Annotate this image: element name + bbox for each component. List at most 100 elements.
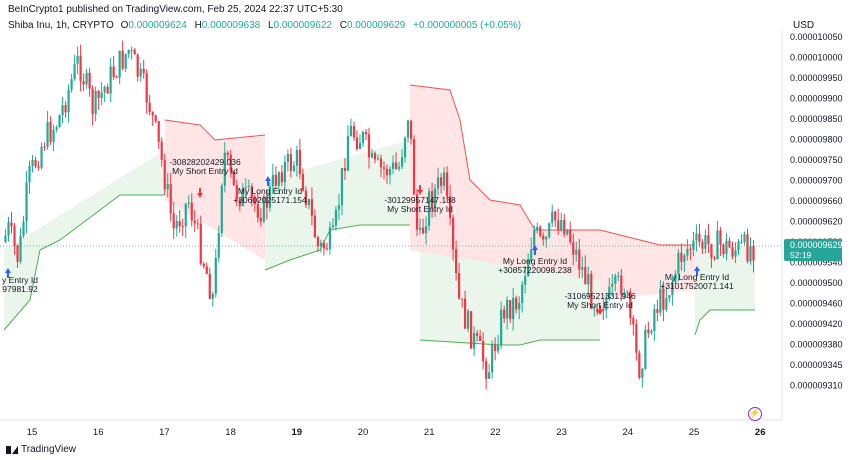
candle-body [154, 115, 157, 122]
candle-body [482, 341, 485, 362]
candle-body [220, 185, 223, 233]
candle-body [340, 168, 344, 206]
candle-body [280, 172, 283, 183]
candle-body [289, 154, 292, 172]
candle-body [488, 372, 491, 379]
time-tick-label: 21 [424, 427, 435, 438]
candle-body [629, 291, 632, 318]
candle-body [235, 185, 238, 200]
open-value: 0.000009624 [128, 20, 187, 31]
candle-body [728, 240, 731, 248]
candle-body [602, 308, 605, 311]
candle-body [334, 209, 338, 226]
price-tick-label: 0.000009345 [790, 360, 843, 370]
short-entry-arrow-icon [597, 305, 603, 315]
candle-body [722, 244, 725, 254]
symbol-name[interactable]: Shiba Inu, 1h, CRYPTO [8, 20, 114, 31]
currency-label[interactable]: USD [793, 20, 815, 31]
candle-body [653, 309, 656, 332]
band-line [694, 309, 755, 336]
candle-body [256, 203, 259, 218]
trade-annotation-label: My Short Entry Id [387, 204, 453, 214]
candle-body [442, 172, 446, 186]
candle-body [127, 50, 130, 55]
candle-body [578, 249, 581, 270]
candle-body [388, 168, 392, 176]
candle-body [70, 79, 73, 90]
candle-body [268, 186, 271, 208]
candle-body [641, 368, 644, 378]
band-line [419, 339, 600, 346]
candle-body [184, 203, 187, 227]
candle-body [479, 335, 482, 342]
candle-body [698, 233, 701, 243]
candle-body [746, 234, 749, 262]
candle-body [196, 223, 199, 225]
candle-body [205, 266, 208, 274]
candle-body [692, 240, 695, 250]
symbol-legend: Shiba Inu, 1h, CRYPTO O0.000009624 H0.00… [8, 20, 521, 31]
candle-body [734, 250, 737, 257]
candle-body [100, 92, 103, 98]
trade-annotation-label: y Entry Id [2, 275, 38, 285]
candle-body [566, 229, 569, 235]
candle-body [476, 333, 479, 336]
time-tick-label: 15 [27, 427, 38, 438]
candle-body [749, 246, 752, 262]
trade-annotation-label: -30828202429.036 [169, 157, 241, 167]
candle-body [109, 66, 112, 94]
candle-body [403, 137, 407, 158]
candle-body [364, 132, 368, 135]
candle-body [427, 191, 431, 227]
candle-body [695, 233, 698, 241]
candle-body [632, 317, 635, 325]
trade-annotation-label: +31017520071.141 [660, 281, 734, 291]
candle-body [458, 273, 461, 299]
trade-annotation-label: My Long Entry Id [503, 256, 568, 266]
candle-body [277, 172, 280, 186]
candle-body [701, 242, 704, 249]
candle-body [118, 50, 121, 78]
candle-body [418, 227, 422, 230]
open-key: O [120, 20, 129, 31]
candle-body [343, 168, 347, 171]
price-tick-label: 0.000010000 [790, 53, 843, 63]
candle-body [139, 68, 142, 77]
candle-body [61, 105, 64, 116]
candle-body [76, 55, 79, 64]
candle-body [683, 255, 686, 262]
candle-body [160, 141, 163, 160]
candle-body [391, 162, 395, 169]
candle-body [626, 291, 629, 293]
candle-body [13, 226, 16, 246]
candle-body [157, 121, 160, 142]
candle-body [500, 309, 503, 346]
entry-band [165, 120, 265, 260]
candle-body [665, 298, 668, 310]
candle-body [199, 223, 202, 264]
change-value: +0.000000005 (+0.05%) [413, 20, 522, 31]
candle-body [430, 191, 434, 208]
candle-body [85, 72, 88, 85]
candle-body [560, 220, 563, 231]
low-key: L [267, 20, 274, 31]
candle-body [572, 242, 575, 255]
candle-body [346, 136, 350, 171]
time-tick-label: 19 [292, 427, 303, 438]
candle-body [319, 242, 323, 247]
lightning-icon[interactable]: ⚡ [748, 407, 762, 421]
candle-body [190, 202, 193, 221]
candle-body [283, 161, 286, 183]
candle-body [292, 165, 295, 172]
candle-body [455, 249, 458, 274]
candle-body [473, 333, 476, 349]
band-line [164, 119, 266, 141]
candle-body [262, 196, 265, 222]
candle-body [467, 311, 470, 329]
price-tick-label: 0.000009660 [790, 196, 843, 206]
candle-body [163, 159, 166, 190]
candle-body [217, 232, 220, 258]
trade-annotation-label: My Long Entry Id [665, 272, 730, 282]
candle-body [650, 331, 653, 333]
